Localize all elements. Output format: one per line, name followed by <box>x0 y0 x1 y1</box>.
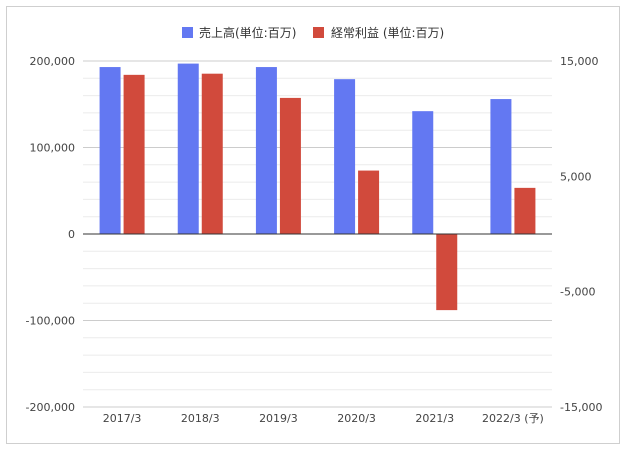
x-axis-label: 2022/3 (予) <box>482 412 544 425</box>
right-axis: 15,000 5,000 -5,000 -15,000 <box>560 55 602 414</box>
bar-sales <box>255 67 277 235</box>
bar-sales <box>412 111 434 234</box>
bar-profit <box>123 74 145 234</box>
right-axis-tick: -5,000 <box>560 286 595 299</box>
x-axis-label: 2018/3 <box>181 412 220 425</box>
legend-profit-label: 経常利益 (単位:百万) <box>331 25 444 40</box>
x-axis: 2017/3 2018/3 2019/3 2020/3 2021/3 2022/3 (予) <box>103 412 544 425</box>
bar-sales <box>334 79 356 234</box>
bar-sales <box>99 67 121 235</box>
left-axis-tick: 200,000 <box>30 55 76 68</box>
bar-profit <box>514 187 536 234</box>
right-axis-tick: 5,000 <box>560 170 592 183</box>
bar-sales <box>177 63 199 234</box>
chart-frame: 200,000 100,000 0 -100,000 -200,000 15,000 5,… <box>6 6 620 444</box>
bar-sales <box>490 99 512 234</box>
legend-sales-label: 売上高(単位:百万) <box>199 25 296 40</box>
chart-svg: 200,000 100,000 0 -100,000 -200,000 15,000 5,… <box>26 25 603 425</box>
legend-profit-swatch <box>313 27 324 38</box>
left-axis-tick: -100,000 <box>26 315 75 328</box>
x-axis-label: 2019/3 <box>259 412 298 425</box>
bar-profit <box>279 97 301 234</box>
left-axis: 200,000 100,000 0 -100,000 -200,000 <box>26 55 75 414</box>
x-axis-label: 2021/3 <box>415 412 454 425</box>
x-axis-label: 2020/3 <box>337 412 376 425</box>
left-axis-tick: 100,000 <box>30 142 76 155</box>
left-axis-tick: -200,000 <box>26 401 75 414</box>
bars-layer <box>99 63 536 311</box>
x-axis-label: 2017/3 <box>103 412 142 425</box>
right-axis-tick: -15,000 <box>560 401 602 414</box>
bar-profit <box>358 170 380 234</box>
right-axis-tick: 15,000 <box>560 55 599 68</box>
legend-sales-swatch <box>182 27 193 38</box>
left-axis-tick: 0 <box>68 228 75 241</box>
bar-profit <box>201 73 223 234</box>
legend: 売上高(単位:百万) 経常利益 (単位:百万) <box>182 25 444 40</box>
bar-profit <box>436 234 458 311</box>
